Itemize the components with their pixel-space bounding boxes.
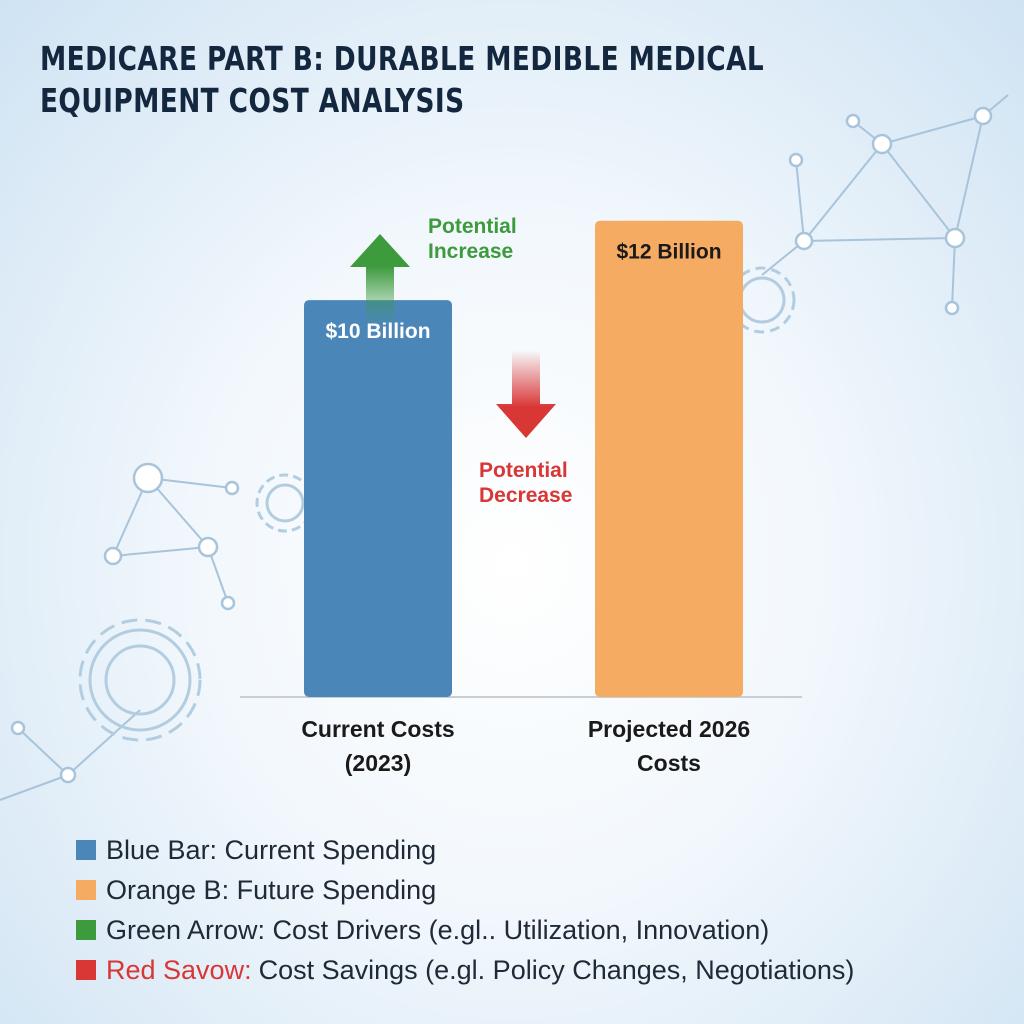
annotation-increase-line2: Increase: [428, 240, 513, 263]
annotation-increase-line1: Potential: [428, 215, 517, 238]
legend-swatch-blue: [76, 840, 96, 860]
legend-swatch-red: [76, 960, 96, 980]
chart-title: MEDICARE PART B: DURABLE MEDIBLE MEDICAL…: [40, 39, 765, 120]
legend-text-red: Cost Savings (e.gl. Policy Changes, Nego…: [258, 954, 855, 985]
category-label-current-line2: (2023): [345, 750, 411, 776]
legend-text-blue: Blue Bar: Current Spending: [106, 834, 437, 865]
category-label-projected-line1: Projected 2026: [588, 716, 750, 742]
legend-swatch-orange: [76, 880, 96, 900]
bar-value-label-projected: $12 Billion: [616, 241, 721, 264]
category-label-projected-line2: Costs: [637, 750, 701, 776]
category-label-current-line1: Current Costs: [301, 716, 454, 742]
bar-current-costs: [304, 300, 452, 697]
green-up-arrow-icon: [350, 234, 410, 325]
bar-value-label-current: $10 Billion: [325, 320, 430, 343]
legend-item-orange: Orange B: Future Spending: [76, 870, 976, 910]
bar-projected-2026-costs: [595, 220, 743, 697]
legend-item-blue: Blue Bar: Current Spending: [76, 830, 976, 870]
legend-text-green: Green Arrow: Cost Drivers (e.gl.. Utiliz…: [106, 914, 770, 945]
legend-key-red: Red Savow:: [106, 954, 252, 985]
legend: Blue Bar: Current Spending Orange B: Fut…: [76, 830, 976, 990]
legend-item-red: Red Savow: Cost Savings (e.gl. Policy Ch…: [76, 950, 976, 990]
legend-item-green: Green Arrow: Cost Drivers (e.gl.. Utiliz…: [76, 910, 976, 950]
red-down-arrow-icon: [496, 350, 556, 438]
annotation-decrease-line2: Decrease: [479, 484, 572, 507]
legend-swatch-green: [76, 920, 96, 940]
annotation-decrease-line1: Potential: [479, 459, 568, 482]
legend-text-orange: Orange B: Future Spending: [106, 874, 437, 905]
